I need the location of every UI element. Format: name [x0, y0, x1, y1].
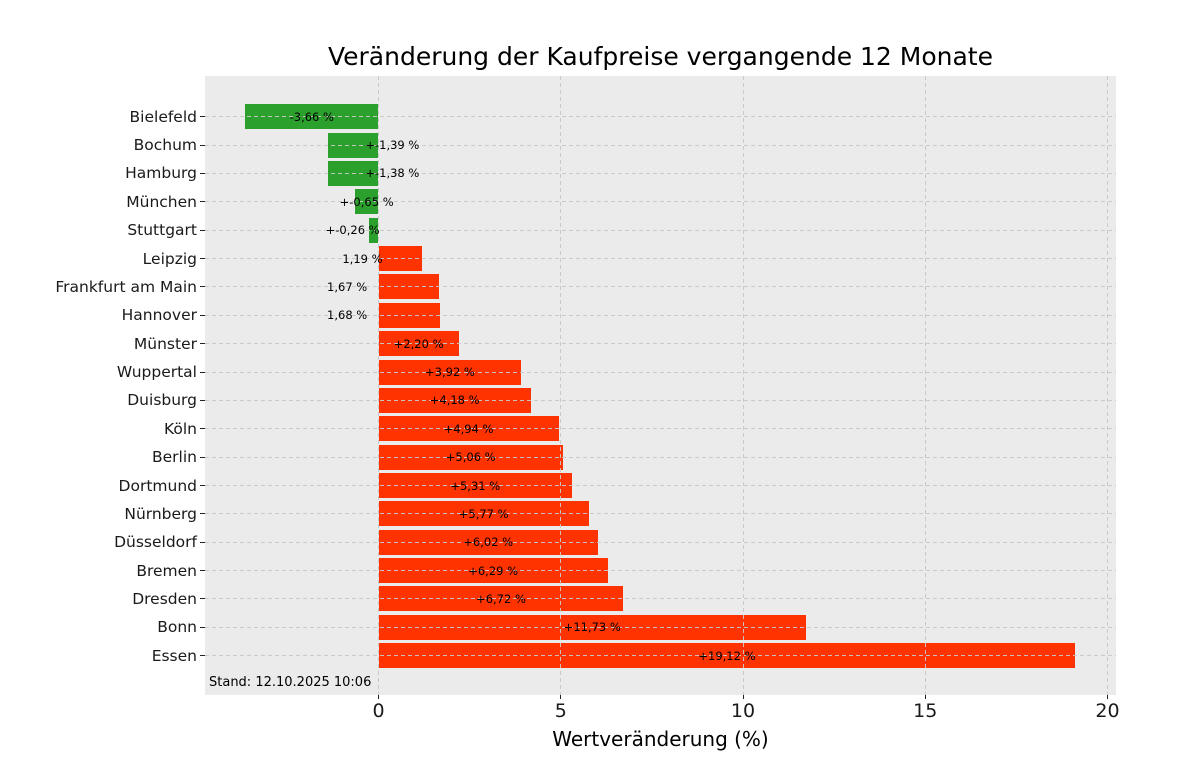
gridline-horizontal	[205, 314, 1116, 316]
bar-value-label: +6,72 %	[476, 591, 526, 606]
bar-value-label: +-1,39 %	[365, 138, 420, 153]
bar-value-label: +3,92 %	[425, 365, 475, 380]
y-tick-mark	[200, 314, 205, 316]
gridline-vertical	[378, 76, 379, 695]
y-tick-mark	[200, 456, 205, 458]
x-tick-label-10: 10	[730, 700, 756, 722]
y-tick-label-frankfurt-am-main: Frankfurt am Main	[55, 277, 197, 296]
gridline-horizontal	[205, 399, 1116, 401]
y-tick-label-münchen: München	[126, 192, 197, 211]
gridline-horizontal	[205, 655, 1116, 657]
y-tick-label-leipzig: Leipzig	[142, 249, 197, 268]
gridline-vertical	[1107, 76, 1108, 695]
x-tick-mark	[560, 695, 562, 699]
bar-value-label: +6,29 %	[468, 563, 519, 578]
gridline-horizontal	[205, 456, 1116, 458]
y-tick-mark	[200, 626, 205, 628]
x-tick-label-0: 0	[372, 700, 385, 722]
gridline-vertical	[560, 76, 562, 695]
bar-value-label: +5,77 %	[458, 506, 509, 521]
gridline-horizontal	[205, 541, 1116, 543]
gridline-horizontal	[205, 343, 1116, 345]
y-tick-mark	[200, 570, 205, 572]
bar-value-label: +2,20 %	[393, 336, 444, 351]
gridline-horizontal	[205, 116, 1116, 118]
gridline-horizontal	[205, 428, 1116, 430]
x-tick-mark	[378, 695, 379, 699]
y-tick-mark	[200, 428, 205, 430]
gridline-horizontal	[205, 371, 1116, 373]
gridline-horizontal	[205, 626, 1116, 628]
bar-value-label: 1,19 %	[342, 251, 383, 266]
gridline-horizontal	[205, 201, 1116, 203]
gridline-horizontal	[205, 172, 1116, 174]
y-tick-mark	[200, 541, 205, 543]
gridline-horizontal	[205, 258, 1116, 260]
x-tick-mark	[1107, 695, 1108, 699]
bar-value-label: +6,02 %	[463, 535, 514, 550]
gridline-vertical	[924, 76, 926, 695]
x-tick-label-20: 20	[1095, 700, 1120, 722]
plot-area: -3,66 % +-1,39 % +-1,38 % +-0,65 % +-0,26 % 1…	[205, 76, 1116, 695]
y-tick-mark	[200, 201, 205, 203]
x-tick-label-15: 15	[913, 700, 938, 722]
y-tick-label-nürnberg: Nürnberg	[124, 504, 197, 523]
y-tick-label-wuppertal: Wuppertal	[116, 363, 197, 382]
y-tick-mark	[200, 598, 205, 600]
y-tick-mark	[200, 144, 205, 146]
bar-value-label: +5,06 %	[445, 450, 496, 465]
y-tick-label-bonn: Bonn	[157, 618, 197, 637]
x-axis-title: Wertveränderung (%)	[552, 727, 769, 751]
y-tick-mark	[200, 116, 205, 118]
gridline-horizontal	[205, 229, 1116, 231]
y-tick-label-bielefeld: Bielefeld	[129, 107, 197, 126]
y-tick-mark	[200, 343, 205, 345]
y-tick-label-münster: Münster	[133, 334, 197, 353]
x-tick-mark	[742, 695, 744, 699]
gridline-horizontal	[205, 485, 1116, 486]
bar-value-label: -3,66 %	[289, 109, 334, 124]
y-tick-label-düsseldorf: Düsseldorf	[114, 533, 197, 552]
y-tick-mark	[200, 399, 205, 401]
y-tick-label-stuttgart: Stuttgart	[127, 221, 197, 240]
bar-value-label: +-1,38 %	[365, 166, 420, 181]
y-tick-mark	[200, 172, 205, 174]
y-tick-label-bremen: Bremen	[136, 561, 197, 580]
bar-value-label: +-0,65 %	[339, 194, 394, 209]
bar-value-label: +-0,26 %	[325, 223, 380, 238]
y-tick-label-duisburg: Duisburg	[127, 391, 197, 410]
y-tick-mark	[200, 258, 205, 260]
y-tick-mark	[200, 286, 205, 288]
bar-value-label: +11,73 %	[563, 620, 621, 635]
y-tick-label-hamburg: Hamburg	[125, 164, 197, 183]
y-tick-mark	[200, 513, 205, 515]
bar-value-label: +4,94 %	[443, 421, 494, 436]
y-tick-mark	[200, 371, 205, 373]
y-tick-label-berlin: Berlin	[152, 448, 197, 467]
y-tick-label-dresden: Dresden	[132, 589, 197, 608]
bar-value-label: +4,18 %	[429, 393, 480, 408]
bar-value-label: 1,67 %	[327, 279, 368, 294]
y-tick-label-bochum: Bochum	[133, 136, 197, 155]
y-tick-mark	[200, 229, 205, 231]
gridline-vertical	[742, 76, 744, 695]
y-tick-label-essen: Essen	[151, 646, 197, 665]
x-tick-label-5: 5	[554, 700, 567, 722]
y-tick-mark	[200, 655, 205, 657]
bar-value-label: 1,68 %	[327, 308, 368, 323]
bar-value-label: +5,31 %	[450, 478, 501, 493]
timestamp-annotation: Stand: 12.10.2025 10:06	[209, 675, 372, 690]
y-tick-label-dortmund: Dortmund	[118, 476, 197, 495]
chart-title: Veränderung der Kaufpreise vergangende 1…	[327, 42, 993, 71]
y-tick-label-köln: Köln	[163, 419, 197, 438]
y-tick-mark	[200, 485, 205, 486]
y-tick-label-hannover: Hannover	[121, 306, 197, 325]
gridline-horizontal	[205, 286, 1116, 288]
gridline-horizontal	[205, 570, 1116, 572]
gridline-horizontal	[205, 598, 1116, 600]
gridline-horizontal	[205, 144, 1116, 146]
x-tick-mark	[924, 695, 926, 699]
gridline-horizontal	[205, 513, 1116, 515]
bar-value-label: +19,12 %	[698, 648, 756, 663]
